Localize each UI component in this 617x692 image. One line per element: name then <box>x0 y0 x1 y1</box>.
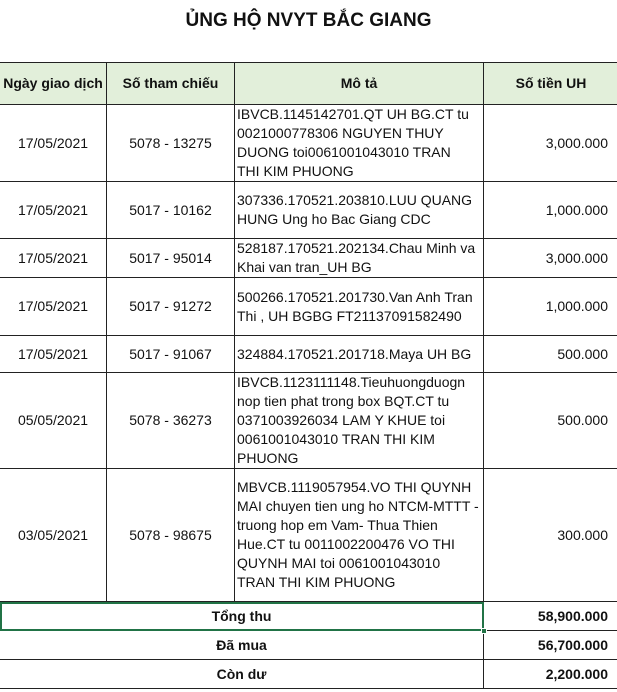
reference-cell[interactable]: 5078 - 98675 <box>106 468 235 602</box>
header-description[interactable]: Mô tả <box>234 62 484 105</box>
description-cell[interactable]: 500266.170521.201730.Van Anh Tran Thi , U… <box>234 277 484 336</box>
amount-cell[interactable]: 3,000.000 <box>483 104 617 182</box>
description-cell[interactable]: MBVCB.1119057954.VO THI QUYNH MAI chuyen … <box>234 468 484 602</box>
reference-cell[interactable]: 5017 - 91067 <box>106 335 235 373</box>
description-line: Thi , UH BGBG FT21137091582490 <box>237 307 462 324</box>
header-date[interactable]: Ngày giao dịch <box>0 62 107 105</box>
header-reference[interactable]: Số tham chiếu <box>106 62 235 105</box>
total-row: Đã mua 56,700.000 <box>0 630 617 660</box>
description-line: DUONG toi0061001043010 TRAN <box>237 144 451 160</box>
reference-cell[interactable]: 5017 - 10162 <box>106 181 235 239</box>
reference-cell[interactable]: 5078 - 13275 <box>106 104 235 182</box>
reference-cell[interactable]: 5017 - 95014 <box>106 238 235 278</box>
total-label-cell[interactable]: Còn dư <box>0 659 484 689</box>
description-line: PHUONG <box>237 450 299 466</box>
sheet-title: ỦNG HỘ NVYT BẮC GIANG <box>185 10 432 31</box>
description-line: IBVCB.1145142701.QT UH BG.CT tu <box>237 106 469 122</box>
description-cell[interactable]: IBVCB.1123111148.Tieuhuongduogn nop tien … <box>234 372 484 469</box>
total-value-cell[interactable]: 2,200.000 <box>483 659 617 689</box>
description-line: IBVCB.1123111148.Tieuhuongduogn <box>237 374 466 390</box>
description-line: Khai van tran_UH BG <box>237 259 372 275</box>
amount-cell[interactable]: 500.000 <box>483 372 617 469</box>
total-value-cell[interactable]: 58,900.000 <box>483 601 617 631</box>
date-cell[interactable]: 17/05/2021 <box>0 335 107 373</box>
description-line: TRAN THI KIM PHUONG <box>237 574 396 590</box>
amount-cell[interactable]: 500.000 <box>483 335 617 373</box>
total-label-cell[interactable]: Tổng thu <box>0 601 487 634</box>
date-cell[interactable]: 05/05/2021 <box>0 372 107 469</box>
total-row: Tổng thu 58,900.000 <box>0 601 617 634</box>
total-label: Đã mua <box>216 636 267 653</box>
date-cell[interactable]: 17/05/2021 <box>0 181 107 239</box>
date-cell[interactable]: 03/05/2021 <box>0 468 107 602</box>
table-row: 17/05/2021 5017 - 91067 324884.170521.20… <box>0 335 617 373</box>
table-row: 17/05/2021 5017 - 91272 500266.170521.20… <box>0 277 617 336</box>
total-label: Tổng thu <box>211 607 272 624</box>
total-row: Còn dư 2,200.000 <box>0 659 617 689</box>
description-cell[interactable]: 528187.170521.202134.Chau Minh va Khai va… <box>234 238 484 278</box>
description-line: Hue.CT tu 0011002200476 VO THI <box>237 536 455 552</box>
description-line: truong hop em Vam- Thua Thien <box>237 517 438 533</box>
description-line: 0371003926034 LAM Y KHUE toi <box>237 412 446 428</box>
total-label: Còn dư <box>216 665 267 682</box>
description-line: MAI chuyen tien ung ho NTCM-MTTT - <box>237 498 479 514</box>
reference-cell[interactable]: 5078 - 36273 <box>106 372 235 469</box>
fill-handle[interactable] <box>481 628 487 634</box>
description-line: 0061001043010 TRAN THI KIM <box>237 431 435 447</box>
description-cell[interactable]: 324884.170521.201718.Maya UH BG <box>234 335 484 373</box>
description-line: 528187.170521.202134.Chau Minh va <box>237 240 476 256</box>
description-line: THI KIM PHUONG <box>237 163 354 179</box>
table-row: 17/05/2021 5078 - 13275 IBVCB.1145142701… <box>0 104 617 182</box>
table-row: 03/05/2021 5078 - 98675 MBVCB.1119057954… <box>0 468 617 602</box>
description-line: 500266.170521.201730.Van Anh Tran <box>237 288 473 305</box>
date-cell[interactable]: 17/05/2021 <box>0 104 107 182</box>
total-value-cell[interactable]: 56,700.000 <box>483 630 617 660</box>
description-line: QUYNH MAI toi 0061001043010 <box>237 555 441 571</box>
amount-cell[interactable]: 1,000.000 <box>483 181 617 239</box>
description-line: 324884.170521.201718.Maya UH BG <box>237 345 472 362</box>
donation-table: Ngày giao dịch Số tham chiếu Mô tả Số ti… <box>0 62 617 689</box>
total-label-cell[interactable]: Đã mua <box>0 630 484 660</box>
reference-cell[interactable]: 5017 - 91272 <box>106 277 235 336</box>
description-line: nop tien phat trong box BQT.CT tu <box>237 393 450 409</box>
amount-cell[interactable]: 1,000.000 <box>483 277 617 336</box>
description-cell[interactable]: 307336.170521.203810.LUU QUANG HUNG Ung h… <box>234 181 484 239</box>
description-line: MBVCB.1119057954.VO THI QUYNH <box>237 479 472 495</box>
description-line: 0021000778306 NGUYEN THUY <box>237 125 444 141</box>
amount-cell[interactable]: 3,000.000 <box>483 238 617 278</box>
description-line: 307336.170521.203810.LUU QUANG <box>237 192 473 208</box>
table-row: 05/05/2021 5078 - 36273 IBVCB.1123111148… <box>0 372 617 469</box>
header-amount[interactable]: Số tiền UH <box>483 62 617 105</box>
date-cell[interactable]: 17/05/2021 <box>0 277 107 336</box>
description-cell[interactable]: IBVCB.1145142701.QT UH BG.CT tu 002100077… <box>234 104 484 182</box>
amount-cell[interactable]: 300.000 <box>483 468 617 602</box>
description-line: HUNG Ung ho Bac Giang CDC <box>237 211 431 227</box>
date-cell[interactable]: 17/05/2021 <box>0 238 107 278</box>
table-row: 17/05/2021 5017 - 95014 528187.170521.20… <box>0 238 617 278</box>
header-row: Ngày giao dịch Số tham chiếu Mô tả Số ti… <box>0 62 617 105</box>
table-row: 17/05/2021 5017 - 10162 307336.170521.20… <box>0 181 617 239</box>
